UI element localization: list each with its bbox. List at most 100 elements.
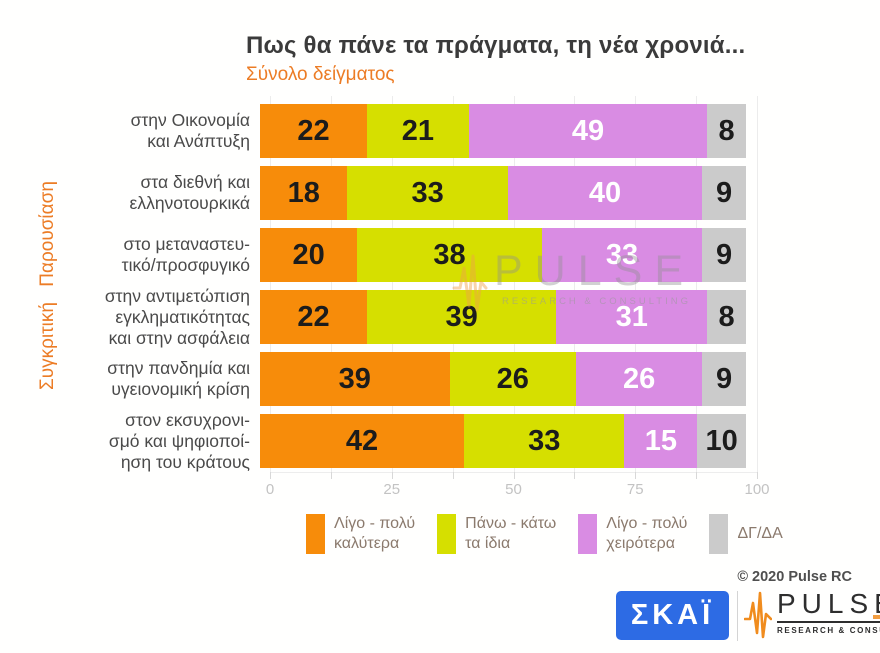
gridline <box>391 96 393 472</box>
category-label: στην αντιμετώπιση εγκληματικότητας και στη… <box>60 286 260 349</box>
bar-segment-value: 40 <box>588 176 622 209</box>
category-label-line: ηση του κράτους <box>120 451 250 472</box>
legend-swatch <box>437 514 457 554</box>
axis-tick <box>757 472 758 479</box>
legend-item: Λίγο - πολύ καλύτερα <box>306 514 415 554</box>
bar-segment: 18 <box>260 166 348 220</box>
legend-item: Λίγο - πολύ χειρότερα <box>578 514 687 554</box>
bar-track: 22 39 31 8 <box>260 290 746 344</box>
pulse-logo-tagline: RESEARCH & CONSULTING <box>777 626 880 635</box>
legend-label-line: ΔΓ/ΔΑ <box>737 525 783 542</box>
bar-segment-value: 38 <box>433 238 466 271</box>
category-label-line: στον εκσυχρονι- <box>125 409 250 430</box>
chart-legend: Λίγο - πολύ καλύτερα Πάνω - κάτω τα ίδια Λίγ… <box>306 514 783 554</box>
copyright-text: © 2020 Pulse RC <box>737 569 852 585</box>
bar-segment: 20 <box>260 228 358 282</box>
bar-segment-value: 22 <box>297 114 330 147</box>
axis-tick <box>330 472 332 479</box>
legend-label: Πάνω - κάτω τα ίδια <box>465 514 556 554</box>
bar-segment: 49 <box>468 104 708 158</box>
bar-segment: 22 <box>260 290 367 344</box>
bar-segment-value: 31 <box>615 300 648 333</box>
bar-segment-value: 18 <box>287 176 320 209</box>
gridline <box>635 96 637 472</box>
bar-segment-value: 49 <box>571 114 605 147</box>
bar-track: 18 33 40 9 <box>260 166 746 220</box>
bar-segment: 38 <box>357 228 542 282</box>
category-label: στο μεταναστευ-τικό/προσφυγικό <box>60 234 260 276</box>
legend-label-line: Πάνω - κάτω <box>465 515 557 532</box>
chart-row: στην πανδημία και υγειονομική κρίση 39 26 26… <box>60 348 760 410</box>
category-label-line: στο μεταναστευ- <box>123 234 250 254</box>
category-label: στην Οικονομία και Ανάπτυξη <box>60 110 260 152</box>
skai-logo: ΣΚΑΪ <box>616 591 729 640</box>
bar-segment: 40 <box>507 166 703 220</box>
axis-tick <box>391 472 393 479</box>
axis-tick-label: 50 <box>505 481 522 498</box>
legend-item: ΔΓ/ΔΑ <box>709 514 783 554</box>
bar-segment-value: 10 <box>705 424 738 457</box>
pulse-logo-text: PULSE <box>777 588 880 619</box>
chart-gridlines <box>270 96 758 472</box>
category-label-line: στα διεθνή και <box>140 172 251 192</box>
legend-label: Λίγο - πολύ χειρότερα <box>606 514 687 554</box>
bar-segment: 42 <box>260 414 465 468</box>
bar-segment-value: 9 <box>716 176 733 209</box>
bar-segment: 26 <box>449 352 576 406</box>
gridline <box>696 96 698 472</box>
bar-segment-value: 8 <box>718 300 735 333</box>
bar-segment: 9 <box>702 166 746 220</box>
bar-segment: 8 <box>707 104 746 158</box>
bar-segment: 33 <box>541 228 703 282</box>
bar-segment: 10 <box>697 414 746 468</box>
bar-segment-value: 33 <box>411 176 444 209</box>
bar-segment-value: 20 <box>292 238 325 271</box>
category-label-line: στην Οικονομία <box>130 110 250 130</box>
skai-logo-text: ΣΚΑΪ <box>630 599 715 631</box>
legend-swatch <box>306 514 325 554</box>
bar-segment: 8 <box>707 290 746 344</box>
category-label-line: τικό/προσφυγικό <box>121 255 250 275</box>
legend-swatch <box>578 514 598 554</box>
bar-segment: 33 <box>464 414 625 468</box>
bar-segment: 22 <box>260 104 367 158</box>
bar-segment-value: 22 <box>297 300 330 333</box>
gridline <box>757 96 758 472</box>
bar-segment-value: 42 <box>345 424 379 457</box>
pulse-waveform-icon <box>744 591 772 639</box>
bar-segment: 26 <box>575 352 703 406</box>
bar-segment-value: 15 <box>644 424 678 457</box>
category-label-line: ελληνοτουρκικά <box>129 193 250 213</box>
chart-row: στην αντιμετώπιση εγκληματικότητας και στη… <box>60 286 760 348</box>
bar-track: 20 38 33 9 <box>260 228 746 282</box>
legend-label: Λίγο - πολύ καλύτερα <box>334 514 415 554</box>
category-label-line: και στην ασφάλεια <box>108 327 250 348</box>
category-label: στην πανδημία και υγειονομική κρίση <box>60 358 260 400</box>
axis-tick <box>696 472 698 479</box>
bar-segment: 21 <box>366 104 469 158</box>
x-axis: 0 25 50 75 100 <box>266 472 770 502</box>
category-label-line: σμό και ψηφιοποί- <box>108 430 250 451</box>
page-title: Πως θα πάνε τα πράγματα, τη νέα χρονιά..… <box>246 32 746 59</box>
axis-tick-label: 75 <box>626 481 644 498</box>
bar-segment: 31 <box>556 290 708 344</box>
chart-row: στα διεθνή και ελληνοτουρκικά 18 33 40 9 <box>60 162 760 224</box>
gridline <box>270 96 271 472</box>
category-label: στα διεθνή και ελληνοτουρκικά <box>60 172 260 214</box>
bar-segment-value: 21 <box>401 114 435 147</box>
legend-label-line: τα ίδια <box>465 535 511 552</box>
chart-row: στο μεταναστευ-τικό/προσφυγικό 20 38 33 9 <box>60 224 760 286</box>
bar-segment: 39 <box>366 290 557 344</box>
legend-label: ΔΓ/ΔΑ <box>737 524 782 544</box>
gridline <box>330 96 332 472</box>
axis-tick <box>270 472 271 479</box>
pulse-logo-rule <box>777 615 880 623</box>
bar-segment-value: 39 <box>338 362 371 395</box>
category-label: στον εκσυχρονι-σμό και ψηφιοποί-ηση του … <box>60 410 260 473</box>
gridline <box>452 96 454 472</box>
axis-tick-label: 25 <box>383 481 401 498</box>
pulse-logo: PULSE RESEARCH & CONSULTING <box>744 588 880 642</box>
category-label-line: υγειονομική κρίση <box>111 379 250 399</box>
legend-swatch <box>709 514 729 554</box>
